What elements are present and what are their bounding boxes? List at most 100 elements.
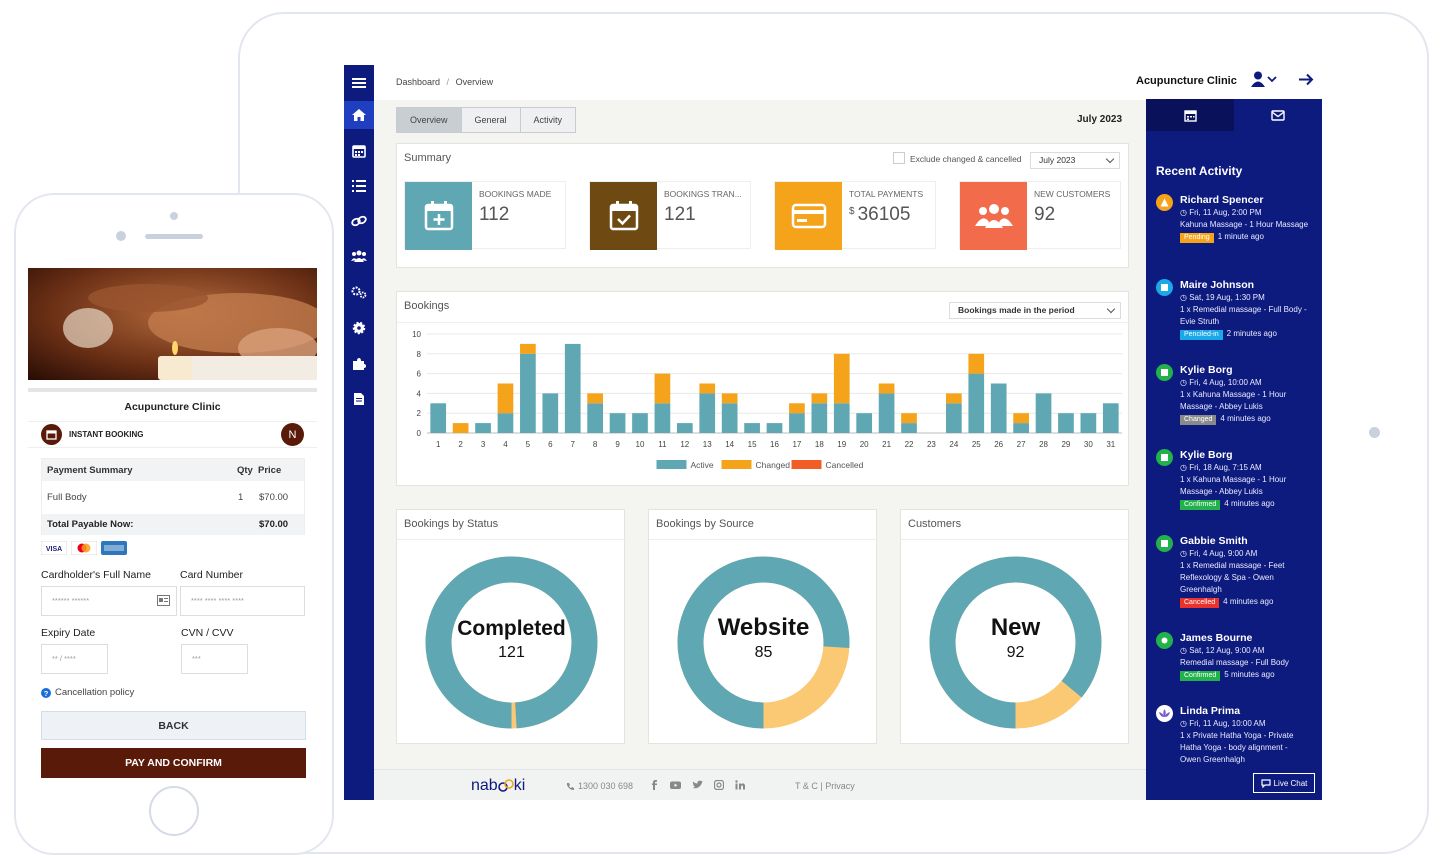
cancellation-policy-link[interactable]: ? Cancellation policy bbox=[41, 687, 134, 698]
status-donut-panel: Bookings by Status Completed 121 bbox=[396, 509, 626, 744]
exclude-checkbox[interactable] bbox=[893, 152, 905, 164]
donut-primary-segment bbox=[677, 556, 850, 729]
bar-active-day-8 bbox=[587, 403, 603, 433]
live-chat-button[interactable]: Live Chat bbox=[1253, 773, 1315, 793]
lotus-icon bbox=[1156, 705, 1173, 722]
settings-gears-icon[interactable] bbox=[344, 278, 374, 306]
x-tick-label: 14 bbox=[725, 440, 734, 449]
dashboard-screen: Dashboard / Overview Acupuncture Clinic … bbox=[344, 65, 1322, 800]
warning-icon bbox=[1156, 194, 1173, 211]
tab-overview[interactable]: Overview bbox=[397, 108, 462, 132]
bar-active-day-30 bbox=[1080, 413, 1097, 433]
activity-time: Fri, 4 Aug, 9:00 AM bbox=[1189, 549, 1258, 558]
legend-label: Active bbox=[691, 460, 714, 470]
phone-home-button[interactable] bbox=[149, 786, 199, 836]
gear-icon[interactable] bbox=[344, 314, 374, 342]
stat-value: 112 bbox=[479, 204, 510, 225]
list-icon[interactable] bbox=[344, 172, 374, 200]
activity-desc: 1 x Remedial massage - Full Body - Evie … bbox=[1180, 305, 1307, 326]
phone-speaker bbox=[145, 234, 203, 239]
activity-ago: 4 minutes ago bbox=[1224, 499, 1275, 508]
x-tick-label: 10 bbox=[636, 440, 645, 449]
x-tick-label: 9 bbox=[615, 440, 620, 449]
tab-activity[interactable]: Activity bbox=[533, 115, 563, 125]
menu-icon[interactable] bbox=[344, 69, 374, 97]
bar-active-day-14 bbox=[721, 403, 738, 433]
privacy-link[interactable]: Privacy bbox=[825, 781, 855, 791]
credit-card-icon bbox=[775, 182, 842, 250]
linkedin-icon[interactable] bbox=[735, 780, 745, 790]
y-tick-label: 2 bbox=[417, 409, 422, 418]
x-tick-label: 11 bbox=[658, 440, 667, 449]
youtube-icon[interactable] bbox=[670, 780, 681, 790]
month-select[interactable]: July 2023 bbox=[1030, 152, 1120, 169]
x-tick-label: 19 bbox=[837, 440, 846, 449]
twitter-icon[interactable] bbox=[692, 780, 703, 790]
bar-active-day-27 bbox=[1013, 423, 1029, 433]
donut-title: Bookings by Status bbox=[404, 518, 499, 530]
cvv-field[interactable]: *** bbox=[181, 644, 248, 674]
user-avatar[interactable]: N bbox=[281, 423, 304, 446]
messages-tab[interactable] bbox=[1234, 99, 1322, 131]
bar-active-day-18 bbox=[811, 403, 828, 433]
bar-changed-day-21 bbox=[878, 383, 895, 394]
home-icon[interactable] bbox=[344, 101, 374, 129]
activity-ago: 1 minute ago bbox=[1217, 232, 1264, 241]
x-tick-label: 12 bbox=[680, 440, 689, 449]
divider bbox=[397, 539, 626, 540]
breadcrumb-dashboard[interactable]: Dashboard bbox=[396, 77, 441, 87]
divider bbox=[397, 322, 1130, 323]
x-tick-label: 16 bbox=[770, 440, 779, 449]
terms-link[interactable]: T & C bbox=[795, 781, 818, 791]
tab-general[interactable]: General bbox=[462, 108, 521, 132]
status-badge: Cancelled bbox=[1180, 598, 1220, 608]
document-icon[interactable] bbox=[344, 385, 374, 413]
support-phone[interactable]: 1300 030 698 bbox=[566, 781, 633, 791]
calendar-check-icon bbox=[1156, 449, 1173, 466]
chevron-down-icon bbox=[1267, 76, 1277, 83]
bar-changed-day-5 bbox=[520, 343, 536, 354]
back-button[interactable]: BACK bbox=[41, 711, 306, 740]
logout-arrow-icon[interactable] bbox=[1298, 73, 1314, 86]
pay-and-confirm-button[interactable]: PAY AND CONFIRM bbox=[41, 748, 306, 778]
stat-total-payments: TOTAL PAYMENTS $ 36105 bbox=[774, 181, 936, 250]
instagram-icon[interactable] bbox=[714, 780, 724, 790]
stat-label: BOOKINGS MADE bbox=[479, 189, 552, 199]
logo-oo-mark bbox=[497, 779, 514, 792]
calendar-tab[interactable] bbox=[1146, 99, 1234, 131]
users-icon[interactable] bbox=[344, 242, 374, 270]
activity-ago: 2 minutes ago bbox=[1226, 329, 1277, 338]
qty-header: Qty bbox=[237, 465, 253, 476]
logo-text: nab bbox=[471, 777, 498, 794]
bookings-mode-select[interactable]: Bookings made in the period bbox=[949, 302, 1121, 319]
expiry-field[interactable]: ** / **** bbox=[41, 644, 108, 674]
cardholder-field[interactable]: ****** ****** bbox=[41, 586, 177, 616]
link-icon[interactable] bbox=[344, 207, 374, 235]
expiry-label: Expiry Date bbox=[41, 627, 96, 639]
activity-details: ◷ Sat, 12 Aug, 9:00 AM Remedial massage … bbox=[1180, 645, 1310, 681]
bar-active-day-5 bbox=[520, 353, 536, 433]
bar-changed-day-25 bbox=[968, 353, 985, 374]
card-number-label: Card Number bbox=[180, 569, 244, 581]
bar-active-day-19 bbox=[833, 403, 850, 433]
overview-tabs: Overview General Activity bbox=[396, 107, 577, 133]
activity-time: Fri, 4 Aug, 10:00 AM bbox=[1189, 378, 1262, 387]
payment-summary-table: Payment Summary Qty Price Full Body 1 $7… bbox=[41, 458, 305, 535]
calendar-plus-icon bbox=[405, 182, 472, 250]
donut-center-value: 121 bbox=[498, 644, 525, 661]
visa-icon: VISA bbox=[41, 541, 67, 555]
donut-center-value: 92 bbox=[1006, 644, 1025, 661]
card-logos: VISA bbox=[41, 541, 127, 555]
facebook-icon[interactable] bbox=[650, 780, 659, 790]
puzzle-icon[interactable] bbox=[344, 350, 374, 378]
bar-changed-day-2 bbox=[452, 423, 469, 433]
card-number-field[interactable]: **** **** **** **** bbox=[180, 586, 305, 616]
breadcrumb-overview: Overview bbox=[455, 77, 494, 87]
pencil-icon bbox=[1156, 279, 1173, 296]
status-badge: Changed bbox=[1180, 415, 1217, 425]
calendar-icon[interactable] bbox=[344, 137, 374, 165]
bar-active-day-20 bbox=[856, 413, 873, 433]
user-menu[interactable] bbox=[1251, 71, 1277, 87]
